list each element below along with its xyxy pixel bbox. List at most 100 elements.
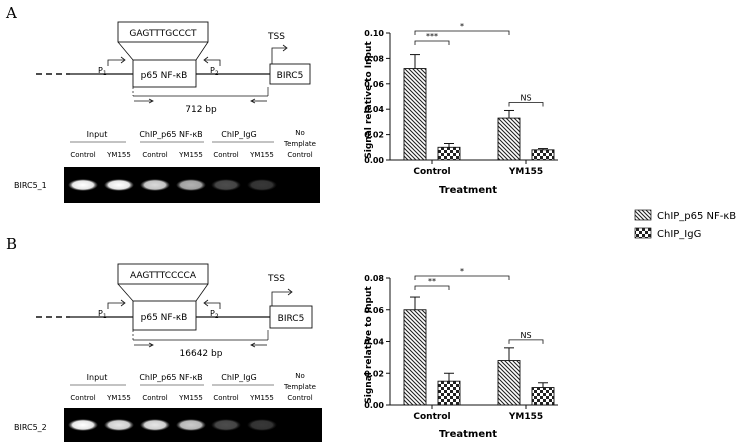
sig-bracket-control-label: *** [426, 32, 438, 41]
x-tick-label: YM155 [508, 412, 543, 422]
no-template-label: Template [283, 383, 316, 391]
gel-band [140, 179, 170, 191]
primer2-label: P2 [210, 309, 219, 320]
lane-label: YM155 [106, 394, 131, 402]
gel-row-label: BIRC5_1 [14, 181, 47, 190]
lane-label: YM155 [249, 151, 274, 159]
lane-label: YM155 [249, 394, 274, 402]
gel-band [104, 179, 134, 191]
rev-primer-head [250, 342, 256, 348]
panel-b: B AAGTTTCCCCA p65 NF-κB P1 P2 TSS BIRC5 [6, 235, 558, 442]
tss-label: TSS [267, 32, 285, 42]
y-tick-label: 0.06 [364, 306, 384, 315]
primer1-arrow-head [120, 299, 126, 307]
gene-diagram: AAGTTTCCCCA p65 NF-κB P1 P2 TSS BIRC5 [36, 263, 313, 359]
lane-label: Control [213, 394, 238, 402]
fwd-primer-head [148, 342, 154, 348]
gel-band [247, 179, 277, 191]
sig-bracket-treatment [414, 275, 510, 280]
bar [497, 360, 521, 406]
tss-arrow-head [287, 288, 293, 296]
y-tick-label: 0.00 [364, 156, 384, 165]
y-axis-label: Signal relative to Input [364, 41, 374, 159]
gel-bands [68, 179, 277, 191]
x-tick-label: Control [413, 167, 450, 177]
bar [403, 309, 427, 406]
gel-figure: Input ChIP_p65 NF-κB ChIP_IgG No Templat… [14, 372, 322, 442]
sequence-label: AAGTTTCCCCA [130, 271, 197, 281]
gene-label: BIRC5 [278, 314, 305, 324]
no-template-label: No [295, 372, 305, 380]
primer1-label: P1 [98, 309, 107, 320]
y-tick-label: 0.00 [364, 401, 384, 410]
sequence-box [117, 263, 209, 285]
gene-box [269, 305, 313, 329]
gel-group-label: ChIP_p65 NF-κB [139, 130, 202, 139]
gel-band [104, 419, 134, 431]
gel-row-label: BIRC5_2 [14, 423, 47, 432]
sig-bracket-control [414, 285, 450, 290]
callout-line-right [195, 41, 209, 61]
gel-group-label: Input [87, 373, 108, 382]
gel-bands [68, 419, 277, 431]
callout-line-right [195, 283, 209, 302]
panel-letter: B [6, 235, 17, 253]
panel-a: A GAGTTTGCCCT p65 NF-κB P1 P2 TSS [5, 4, 558, 203]
fwd-primer-head [148, 98, 154, 104]
legend-label: ChIP_p65 NF-κB [657, 211, 736, 222]
sequence-box [117, 21, 209, 43]
primer2-arrow [205, 302, 221, 309]
panel-letter: A [5, 4, 17, 22]
gel-band [247, 419, 277, 431]
lane-labels: Control YM155 Control YM155 Control YM15… [70, 394, 274, 402]
factor-label: p65 NF-κB [141, 71, 188, 81]
sig-bracket-ym155 [508, 339, 544, 344]
y-tick-label: 0.06 [364, 80, 384, 89]
y-tick-label: 0.02 [364, 131, 384, 140]
callout-line-left [117, 41, 134, 61]
x-axis-label: Treatment [439, 429, 497, 440]
rev-primer-head [250, 98, 256, 104]
sig-bracket-treatment-label: * [460, 267, 464, 276]
bar [531, 387, 555, 406]
lane-label: Control [70, 394, 95, 402]
x-tick-label: Control [413, 412, 450, 422]
tss-arrow [271, 291, 291, 306]
primer1-arrow [107, 59, 124, 66]
legend-swatch-hatch [634, 209, 652, 221]
primer2-arrow-head [203, 299, 209, 307]
factor-box [132, 59, 197, 88]
y-tick-label: 0.08 [364, 54, 384, 63]
gel-group-label: Input [87, 130, 108, 139]
gene-label: BIRC5 [277, 71, 304, 81]
sig-bracket-ym155-label: NS [520, 331, 531, 340]
gel-group-label: ChIP_IgG [221, 130, 256, 139]
factor-box [132, 300, 197, 331]
gene-diagram: GAGTTTGCCCT p65 NF-κB P1 P2 TSS BIRC5 [36, 21, 311, 115]
primer2-label: P2 [210, 66, 219, 77]
sequence-label: GAGTTTGCCCT [129, 29, 197, 39]
bar-chart: Signal relative to Input Treatment 0.00 0… [364, 267, 558, 440]
no-template-label: Control [287, 394, 312, 402]
gel-band [211, 419, 241, 431]
gel-band [176, 179, 206, 191]
no-template-label: Template [283, 140, 316, 148]
lane-label: YM155 [178, 394, 203, 402]
sig-bracket-treatment [414, 30, 510, 35]
y-tick-label: 0.10 [364, 29, 384, 38]
primer2-arrow-head [203, 56, 209, 64]
lane-label: Control [142, 394, 167, 402]
legend-swatch-check [634, 227, 652, 239]
gel-group-label: ChIP_IgG [221, 373, 256, 382]
sig-bracket-control [414, 40, 450, 45]
sig-bracket-ym155 [508, 102, 544, 107]
sig-bracket-treatment-label: * [460, 22, 464, 31]
lane-label: Control [142, 151, 167, 159]
gel-figure: Input ChIP_p65 NF-κB ChIP_IgG No Templat… [14, 129, 320, 203]
amplicon-size: 16642 bp [180, 349, 223, 359]
bar [437, 146, 461, 161]
lane-label: YM155 [178, 151, 203, 159]
gel-band [68, 419, 98, 431]
factor-label: p65 NF-κB [141, 313, 188, 323]
sig-bracket-ym155-label: NS [520, 93, 531, 102]
